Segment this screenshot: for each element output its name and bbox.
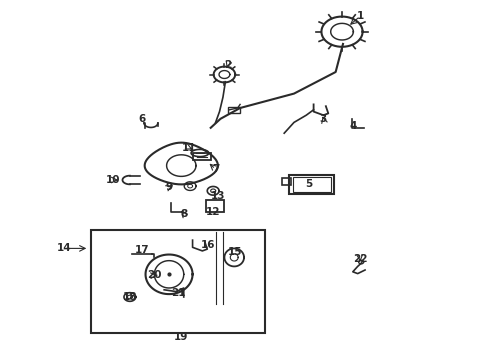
Text: 19: 19 [174, 332, 189, 342]
Text: 1: 1 [357, 11, 364, 21]
Bar [206, 200, 224, 212]
Bar [282, 178, 291, 185]
Text: 17: 17 [135, 245, 149, 255]
Text: 7: 7 [212, 164, 220, 174]
Text: 3: 3 [320, 114, 327, 124]
Bar [228, 107, 240, 113]
Text: 22: 22 [353, 254, 368, 264]
Text: 8: 8 [180, 209, 187, 219]
Text: 10: 10 [105, 175, 120, 185]
Text: 14: 14 [56, 243, 71, 253]
Text: 16: 16 [201, 240, 216, 250]
Text: 2: 2 [224, 60, 231, 70]
Text: 6: 6 [139, 114, 146, 124]
Text: 11: 11 [181, 143, 196, 153]
Text: 12: 12 [206, 207, 220, 217]
Text: 21: 21 [172, 288, 186, 298]
Text: 13: 13 [211, 191, 225, 201]
Text: 20: 20 [147, 270, 162, 280]
Bar [293, 177, 331, 192]
Bar [91, 230, 265, 333]
Bar [193, 153, 211, 160]
Text: 4: 4 [349, 121, 357, 131]
Text: 5: 5 [305, 179, 312, 189]
Text: 9: 9 [166, 182, 172, 192]
Text: 18: 18 [122, 292, 137, 302]
Bar [289, 175, 334, 194]
Text: 15: 15 [228, 247, 243, 257]
